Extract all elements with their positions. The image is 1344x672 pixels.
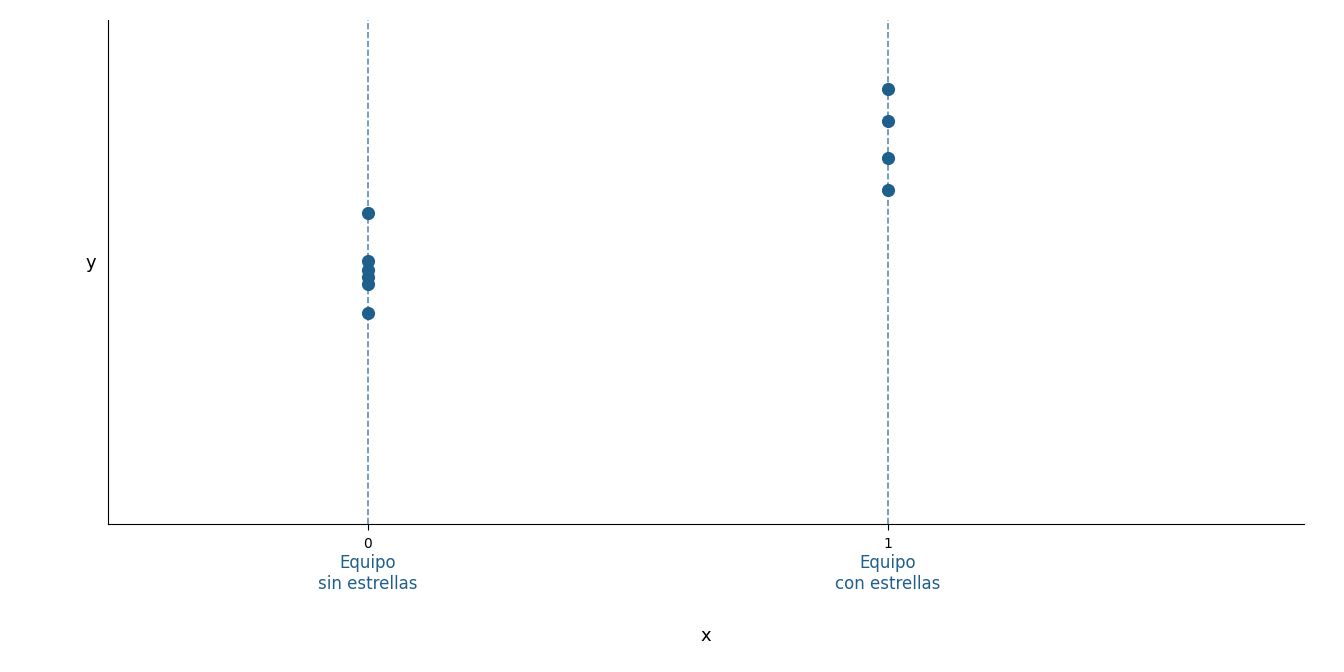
Point xyxy=(356,255,378,266)
Point xyxy=(356,265,378,276)
Point xyxy=(356,308,378,319)
Point xyxy=(356,207,378,218)
Text: Equipo
con estrellas: Equipo con estrellas xyxy=(835,554,941,593)
Point xyxy=(876,83,898,94)
Text: Equipo
sin estrellas: Equipo sin estrellas xyxy=(317,554,417,593)
Point xyxy=(356,271,378,282)
Point xyxy=(356,278,378,289)
Point xyxy=(876,184,898,195)
Point xyxy=(876,153,898,163)
X-axis label: x: x xyxy=(700,627,711,645)
Y-axis label: y: y xyxy=(86,254,97,272)
Point xyxy=(876,116,898,126)
